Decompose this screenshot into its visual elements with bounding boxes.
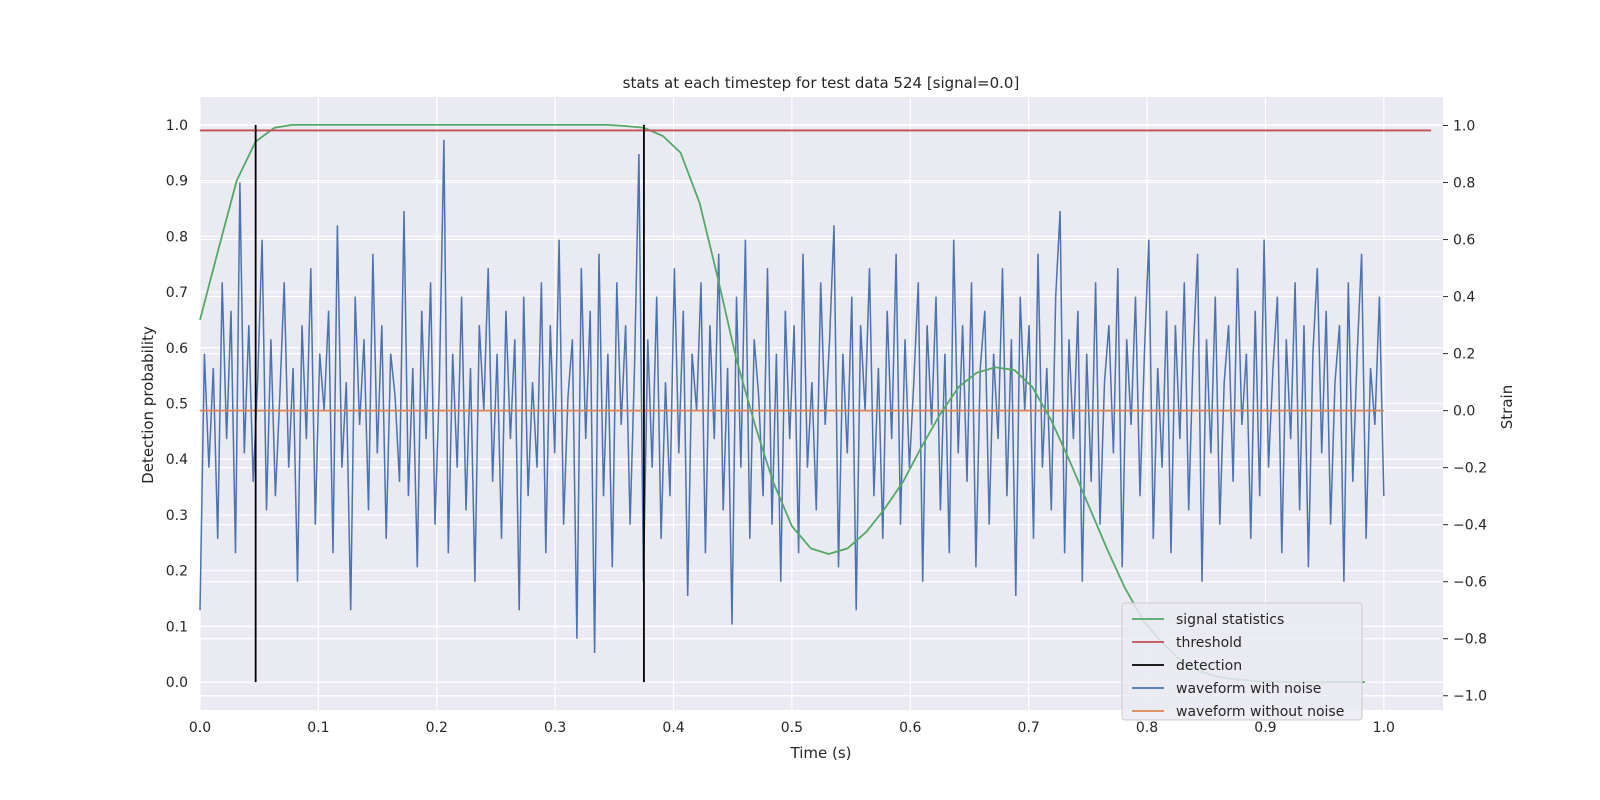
left-y-axis-ticks: 0.0 0.1 0.2 0.3 0.4 0.5 0.6 0.7 0.8 0.9 1.0 [166,118,188,691]
right-y-tick-label: −1.0 [1453,689,1487,705]
left-y-tick-label: 0.5 [166,397,188,413]
left-y-tick-label: 0.9 [166,174,188,190]
legend-box [1121,602,1363,721]
legend-label: threshold [1176,635,1242,651]
x-tick-label: 0.4 [662,720,684,736]
left-y-tick-label: 0.2 [166,564,188,580]
right-y-tick-label: −0.8 [1453,632,1487,648]
right-y-tick-label: 0.4 [1453,290,1475,306]
chart-title: stats at each timestep for test data 524… [623,74,1020,92]
left-y-tick-label: 1.0 [166,118,188,134]
x-tick-label: 0.7 [1018,720,1040,736]
right-y-axis-label: Strain [1498,385,1516,429]
left-y-tick-label: 0.3 [166,508,188,524]
x-tick-label: 1.0 [1373,720,1395,736]
x-tick-label: 0.9 [1254,720,1276,736]
legend-label: waveform without noise [1176,704,1344,720]
x-tick-label: 0.5 [781,720,803,736]
left-y-tick-label: 0.4 [166,452,188,468]
left-y-tick-label: 0.0 [166,675,188,691]
x-tick-label: 0.3 [544,720,566,736]
x-tick-label: 0.8 [1136,720,1158,736]
x-axis-label: Time (s) [790,744,852,762]
left-y-tick-label: 0.7 [166,285,188,301]
right-y-tick-label: −0.6 [1453,575,1487,591]
series-layer [199,124,1432,683]
right-y-tick-label: −0.4 [1453,518,1487,534]
x-tick-label: 0.1 [307,720,329,736]
x-tick-label: 0.0 [189,720,211,736]
right-y-tick-label: 0.2 [1453,347,1475,363]
right-y-axis-ticks: −1.0 −0.8 −0.6 −0.4 −0.2 0.0 0.2 0.4 0.6 0.8 1.0 [1443,119,1487,705]
legend: signal statistics threshold detection wavef… [1121,602,1363,721]
left-y-tick-label: 0.6 [166,341,188,357]
x-axis-ticks: 0.0 0.1 0.2 0.3 0.4 0.5 0.6 0.7 0.8 0.9 1.0 [189,720,1395,736]
right-y-tick-label: 0.0 [1453,404,1475,420]
x-tick-label: 0.6 [899,720,921,736]
right-y-tick-label: 1.0 [1453,119,1475,135]
legend-label: waveform with noise [1176,681,1321,697]
legend-label: detection [1176,658,1242,674]
left-y-tick-label: 0.1 [166,619,188,635]
right-y-tick-label: −0.2 [1453,461,1487,477]
left-y-tick-label: 0.8 [166,229,188,245]
left-y-axis-label: Detection probability [139,326,157,484]
right-y-tick-label: 0.8 [1453,176,1475,192]
legend-label: signal statistics [1176,612,1284,628]
series-waveform-with-noise [199,139,1385,654]
right-y-tick-label: 0.6 [1453,233,1475,249]
x-tick-label: 0.2 [426,720,448,736]
